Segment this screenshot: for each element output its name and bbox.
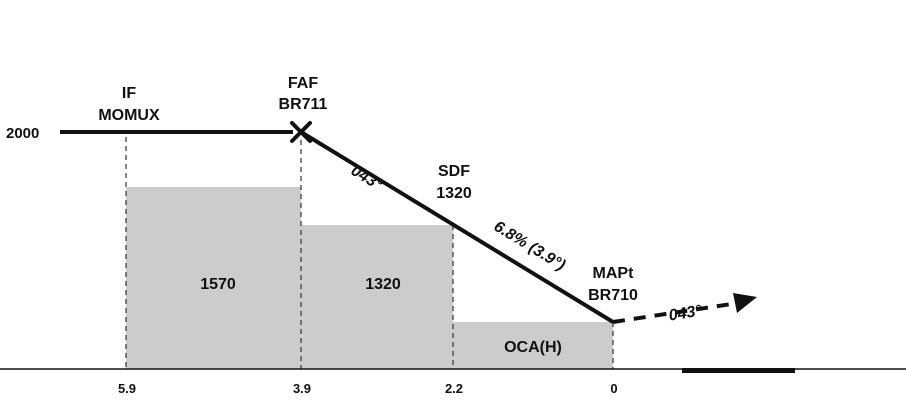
min-altitude-block-faf-sdf bbox=[301, 225, 453, 369]
if-fix-role-label: IF bbox=[122, 85, 136, 102]
descent-gradient-label: 6.8% (3.9°) bbox=[491, 218, 568, 274]
mapt-fix-name-label: BR710 bbox=[588, 287, 638, 304]
distance-label-mapt: 0 bbox=[610, 381, 617, 396]
faf-cross-icon bbox=[290, 121, 312, 143]
sdf-fix-altitude-label: 1320 bbox=[436, 185, 472, 202]
faf-fix-role-label: FAF bbox=[288, 75, 318, 92]
faf-fix-name-label: BR711 bbox=[279, 96, 328, 113]
missed-approach-path bbox=[612, 301, 739, 324]
min-altitude-value-faf-sdf: 1320 bbox=[365, 276, 401, 293]
min-altitude-block-if-faf bbox=[126, 187, 301, 369]
distance-label-sdf: 2.2 bbox=[445, 381, 463, 396]
min-altitude-value-sdf-mapt: OCA(H) bbox=[504, 339, 562, 356]
distance-label-faf: 3.9 bbox=[293, 381, 311, 396]
min-altitude-value-if-faf: 1570 bbox=[200, 276, 236, 293]
initial-altitude-label: 2000 bbox=[6, 125, 39, 142]
mapt-fix-role-label: MAPt bbox=[593, 265, 635, 282]
sdf-fix-role-label: SDF bbox=[438, 163, 470, 180]
approach-track-label: 043° bbox=[348, 162, 386, 194]
missed-approach-arrowhead bbox=[733, 293, 757, 313]
final-descent-path bbox=[299, 130, 615, 324]
scale-bar bbox=[682, 368, 795, 373]
distance-label-if: 5.9 bbox=[118, 381, 136, 396]
min-altitude-block-sdf-mapt bbox=[453, 322, 613, 369]
missed-approach-track-label: 043° bbox=[668, 302, 704, 324]
if-fix-name-label: MOMUX bbox=[98, 107, 160, 124]
